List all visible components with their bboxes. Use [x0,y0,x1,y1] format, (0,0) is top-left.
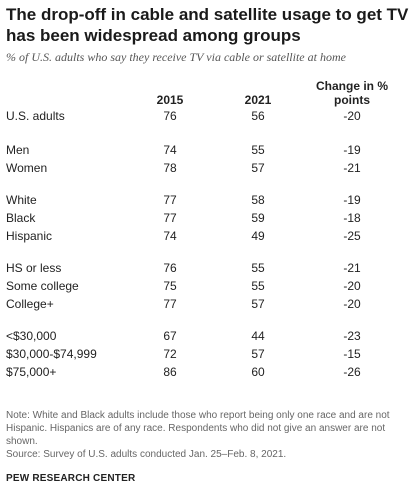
row-label: Hispanic [6,229,53,243]
change-value: -18 [343,211,361,225]
percent-value: 67 [163,329,177,343]
percent-value: 86 [163,365,177,379]
percent-value: 44 [251,329,265,343]
pew-logo-text: PEW RESEARCH CENTER [6,473,136,484]
percent-value: 55 [251,143,265,157]
chart-subtitle: % of U.S. adults who say they receive TV… [6,50,346,64]
percent-value: 76 [163,261,177,275]
change-value: -15 [343,347,361,361]
row-label: HS or less [6,261,62,275]
percent-value: 55 [251,279,265,293]
change-value: -23 [343,329,361,343]
change-value: -25 [343,229,361,243]
row-label: Black [6,211,36,225]
footnote: Note: White and Black adults include tho… [6,410,390,447]
percent-value: 57 [251,297,265,311]
percent-value: 55 [251,261,265,275]
percent-value: 77 [163,193,177,207]
percent-value: 78 [163,161,177,175]
percent-value: 57 [251,161,265,175]
percent-value: 58 [251,193,265,207]
percent-value: 74 [163,143,177,157]
change-value: -20 [343,279,361,293]
change-value: -19 [343,193,361,207]
row-label: Men [6,143,30,157]
change-value: -19 [343,143,361,157]
row-label: College+ [6,297,54,311]
percent-value: 57 [251,347,265,361]
percent-value: 74 [163,229,177,243]
change-value: -20 [343,109,361,123]
percent-value: 56 [251,109,265,123]
row-label: White [6,193,37,207]
row-label: Some college [6,279,79,293]
row-label: U.S. adults [6,109,65,123]
column-header-2015: 2015 [156,93,184,107]
row-label: $30,000-$74,999 [6,347,97,361]
change-value: -21 [343,161,361,175]
column-header-2021: 2021 [244,93,272,107]
percent-value: 77 [163,211,177,225]
percent-value: 49 [251,229,265,243]
percent-value: 59 [251,211,265,225]
column-header-change: Change in % points [315,79,388,107]
row-label: $75,000+ [6,365,57,379]
change-value: -26 [343,365,361,379]
percent-value: 75 [163,279,177,293]
percent-value: 77 [163,297,177,311]
percent-value: 60 [251,365,265,379]
row-label: Women [6,161,48,175]
source-line: Source: Survey of U.S. adults conducted … [6,449,287,460]
percent-value: 72 [163,347,177,361]
change-value: -20 [343,297,361,311]
percent-value: 76 [163,109,177,123]
row-label: <$30,000 [6,329,57,343]
change-value: -21 [343,261,361,275]
chart-title: The drop-off in cable and satellite usag… [6,5,409,45]
